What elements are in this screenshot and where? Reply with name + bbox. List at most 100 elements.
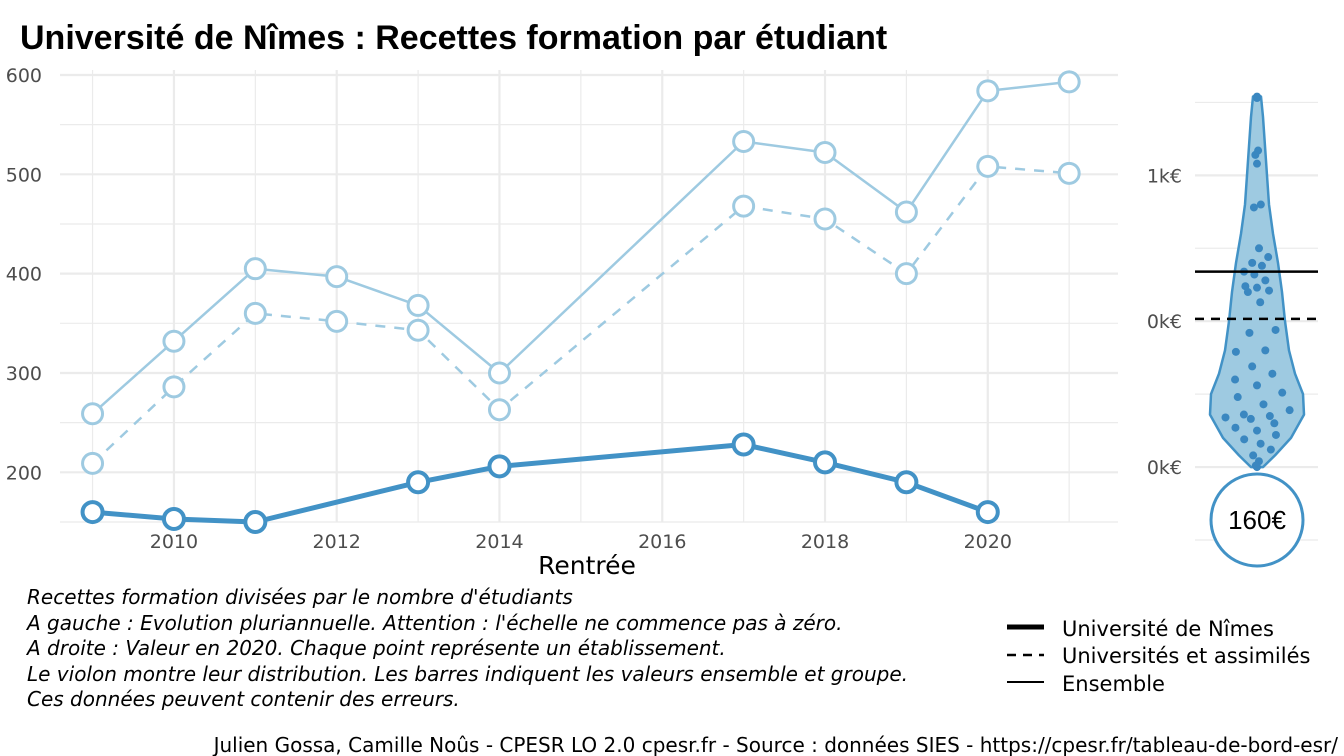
data-point: [732, 130, 756, 154]
footer-credit: Julien Gossa, Camille Noûs - CPESR LO 2.…: [212, 733, 1339, 756]
violin-point: [1271, 325, 1280, 334]
violin-point: [1268, 369, 1277, 378]
violin-point: [1231, 375, 1240, 384]
caption-line: Ces données peuvent contenir des erreurs…: [27, 687, 460, 711]
line-chart-ticks: 2010 2012 2014 2016 2018 2020 200 300 400 500 600: [6, 65, 1012, 553]
data-point: [243, 301, 267, 325]
data-point: [162, 329, 186, 353]
data-point: [487, 398, 511, 422]
data-point: [975, 500, 1000, 525]
data-point: [894, 200, 918, 224]
series-line-thick: [92, 442, 989, 525]
violin-point: [1253, 94, 1261, 103]
x-tick-label: 2018: [801, 531, 849, 553]
data-point: [813, 207, 837, 231]
legend: Université de Nîmes Universités et assim…: [1007, 617, 1310, 696]
violin-point: [1271, 430, 1280, 439]
data-point: [1057, 70, 1081, 94]
violin-point: [1265, 412, 1274, 421]
highlight-badge-circle: [1209, 472, 1305, 568]
violin-point: [1259, 400, 1268, 409]
data-point: [406, 318, 430, 342]
y-tick-label: 500: [6, 164, 42, 186]
violin-point: [1256, 200, 1265, 209]
data-point: [406, 470, 431, 495]
violin-point: [1270, 419, 1279, 428]
caption-line: A gauche : Evolution pluriannuelle. Atte…: [25, 611, 843, 635]
x-tick-label: 2014: [475, 531, 523, 553]
line-chart-series: [80, 70, 1081, 534]
data-point: [894, 262, 918, 286]
data-point: [243, 510, 268, 534]
violin-point: [1253, 381, 1261, 390]
violin-point: [1253, 159, 1261, 168]
data-point: [731, 432, 756, 457]
data-point: [325, 309, 349, 333]
violin-point: [1266, 445, 1275, 454]
violin-point: [1261, 346, 1270, 355]
data-point: [487, 454, 512, 479]
data-point: [1057, 161, 1081, 185]
x-tick-label: 2012: [313, 531, 361, 553]
violin-point: [1249, 203, 1258, 212]
violin-ticks: 1k€ 0k€ 0k€: [1147, 165, 1182, 479]
violin-point: [1239, 410, 1248, 419]
violin-point: [1231, 347, 1240, 356]
violin-point: [1243, 288, 1252, 297]
data-point: [732, 194, 756, 218]
y-tick-label: 0k€: [1147, 311, 1182, 333]
violin-point: [1278, 388, 1287, 397]
data-point: [487, 361, 511, 385]
highlight-badge-label: 160€: [1228, 505, 1286, 535]
y-tick-label: 300: [6, 363, 42, 385]
violin-point: [1253, 426, 1261, 435]
data-point: [813, 450, 838, 475]
data-point: [81, 451, 105, 475]
violin-point: [1231, 423, 1240, 432]
violin-point: [1251, 150, 1260, 159]
x-tick-label: 2010: [150, 531, 198, 553]
data-point: [81, 402, 105, 426]
data-point: [976, 154, 1000, 178]
caption-line: Le violon montre leur distribution. Les …: [27, 662, 908, 686]
violin-point: [1248, 362, 1257, 371]
caption-line: A droite : Valeur en 2020. Chaque point …: [25, 636, 726, 660]
violin-point: [1261, 276, 1270, 285]
violin-point: [1249, 451, 1258, 460]
data-point: [813, 140, 837, 164]
violin-point: [1248, 258, 1257, 267]
data-point: [976, 79, 1000, 103]
violin-point: [1264, 253, 1273, 262]
chart-title: Université de Nîmes : Recettes formation…: [20, 19, 887, 57]
violin-point: [1256, 298, 1265, 307]
caption-line: Recettes formation divisées par le nombr…: [27, 585, 573, 609]
violin-point: [1253, 283, 1261, 292]
violin-plot: [1195, 92, 1318, 472]
y-tick-label: 400: [6, 264, 42, 286]
data-point: [80, 500, 105, 525]
legend-label: Universités et assimilés: [1062, 644, 1310, 668]
violin-point: [1265, 286, 1274, 295]
violin-point: [1256, 439, 1265, 448]
data-point: [161, 507, 186, 532]
violin-point: [1253, 463, 1261, 472]
violin-point: [1255, 244, 1263, 253]
x-tick-label: 2020: [964, 531, 1012, 553]
violin-point: [1285, 406, 1294, 415]
y-tick-label: 1k€: [1147, 165, 1182, 187]
violin-point: [1257, 261, 1266, 270]
x-tick-label: 2016: [638, 531, 686, 553]
highlight-badge: 160€: [1209, 472, 1305, 568]
data-point: [894, 470, 919, 495]
y-tick-label: 0k€: [1147, 457, 1182, 479]
legend-label: Ensemble: [1062, 672, 1165, 696]
violin-point: [1221, 413, 1230, 422]
y-tick-label: 600: [6, 65, 42, 87]
violin-point: [1246, 414, 1255, 423]
data-point: [406, 293, 430, 317]
data-point: [162, 375, 186, 399]
legend-label: Université de Nîmes: [1062, 617, 1274, 641]
line-chart-grid: [60, 70, 1118, 523]
y-tick-label: 200: [6, 462, 42, 484]
